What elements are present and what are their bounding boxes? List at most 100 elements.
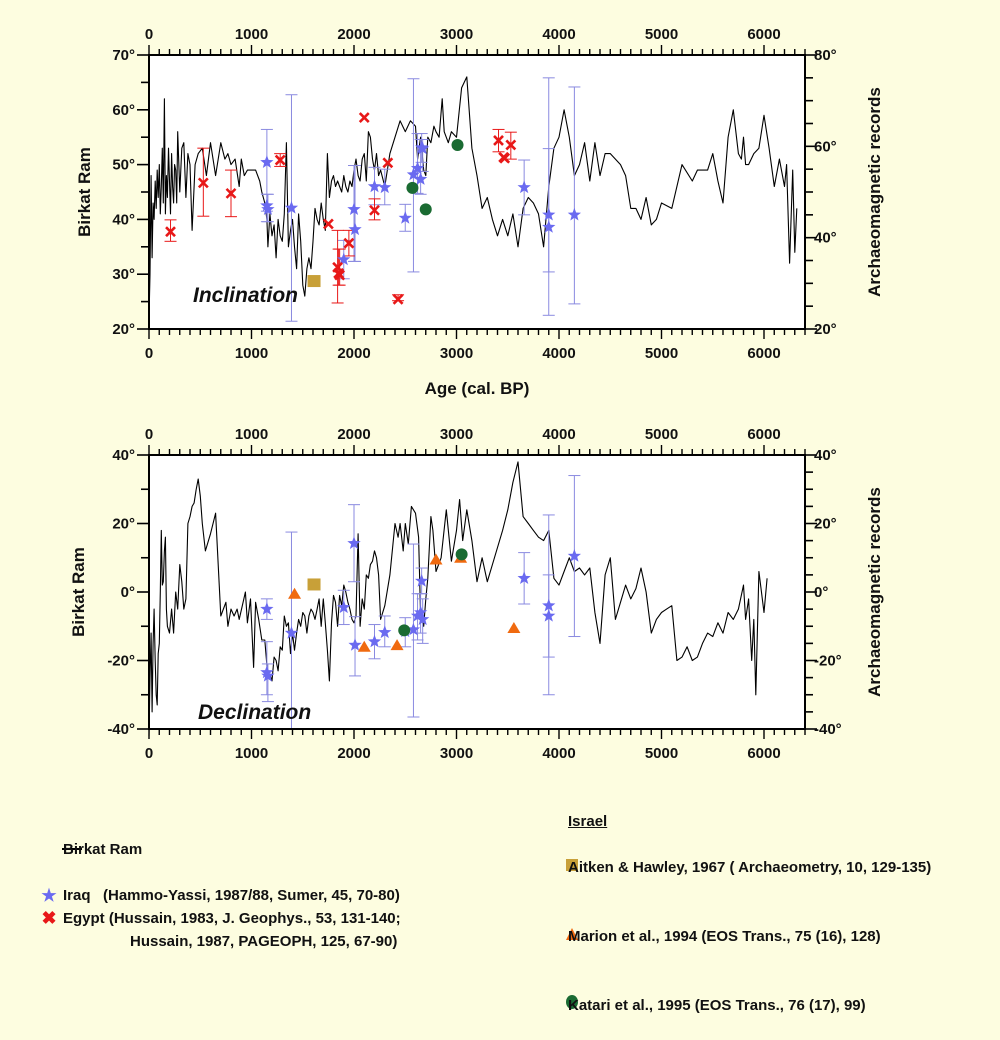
declination-axes: 0 0 1000 1000 2000 2000 3000 3000 4000 4000 5000 50…: [107, 426, 841, 762]
iraq-point: [337, 600, 351, 614]
x-tick-label-top: 0: [145, 426, 153, 443]
egypt-point: [334, 269, 346, 281]
x-tick-label-bottom: 5000: [645, 345, 678, 362]
y-right-tick-label: 40°: [814, 447, 837, 464]
x-tick-label-top: 4000: [542, 26, 575, 43]
paleomagnetic-chart: 0 0 1000 1000 2000 2000 3000 3000 4000 4000 5000 50…: [69, 26, 884, 762]
egypt-point: [505, 139, 517, 151]
x-tick-label-bottom: 6000: [747, 745, 780, 762]
x-tick-label-bottom: 0: [145, 745, 153, 762]
legend-item-birkat-ram: Birkat Ram: [35, 815, 401, 884]
iraq-point: [337, 252, 351, 266]
marion-point: [390, 639, 404, 651]
iraq-point: [414, 172, 428, 185]
iraq-point: [406, 622, 421, 636]
declination-panel: 0 0 1000 1000 2000 2000 3000 3000 4000 4000 5000 50…: [69, 426, 884, 762]
egypt-point: [493, 134, 504, 146]
y-left-tick-label: 30°: [112, 266, 135, 283]
iraq-point: [260, 155, 274, 168]
x-tick-label-bottom: 3000: [440, 345, 473, 362]
legend-heading-israel: Israel: [540, 810, 931, 833]
star-icon: ★: [41, 886, 57, 905]
egypt-point: [225, 187, 237, 199]
y-right-tick-label: 80°: [814, 47, 837, 64]
legend-label: Egypt (Hussain, 1983, J. Geophys., 53, 1…: [63, 910, 401, 927]
legend-item-marion: Marion et al., 1994 (EOS Trans., 75 (16)…: [540, 902, 931, 971]
x-axis-title: Age (cal. BP): [425, 379, 530, 398]
katari-point: [419, 203, 432, 216]
declination-markers: [260, 536, 581, 682]
birkat-ram-line: [148, 461, 768, 736]
katari-point: [451, 138, 464, 151]
inclination-panel-label: Inclination: [193, 284, 298, 307]
egypt-point: [369, 204, 380, 216]
y-left-tick-label: 20°: [112, 321, 135, 338]
iraq-point: [406, 167, 421, 181]
iraq-point: [261, 202, 275, 215]
iraq-point: [284, 201, 299, 214]
x-tick-label-bottom: 4000: [542, 345, 575, 362]
x-tick-label-top: 1000: [235, 426, 268, 443]
x-tick-label-top: 6000: [747, 26, 780, 43]
declination-y-right-title: Archaeomagnetic records: [865, 487, 884, 697]
circle-icon: [540, 971, 579, 1040]
x-tick-label-bottom: 1000: [235, 745, 268, 762]
legend-item-egypt-cont: Hussain, 1987, PAGEOPH, 125, 67-90): [35, 930, 401, 953]
iraq-point: [260, 602, 274, 615]
triangle-icon: [540, 902, 579, 971]
egypt-point: [343, 237, 355, 249]
iraq-point: [367, 179, 382, 193]
x-tick-label-top: 3000: [440, 426, 473, 443]
square-icon: [540, 833, 579, 902]
egypt-point: [382, 157, 394, 169]
iraq-point: [517, 571, 531, 584]
egypt-point: [274, 154, 286, 166]
iraq-error-bar: [568, 86, 581, 305]
y-left-tick-label: 0°: [121, 584, 135, 601]
iraq-point: [415, 574, 429, 587]
declination-y-left-title: Birkat Ram: [69, 547, 88, 637]
x-tick-label-top: 5000: [645, 26, 678, 43]
x-tick-label-bottom: 2000: [337, 745, 370, 762]
iraq-point: [284, 626, 299, 639]
y-right-tick-label: 40°: [814, 230, 837, 247]
declination-error-bars: [260, 475, 581, 730]
y-left-tick-label: -20°: [107, 653, 135, 670]
x-tick-label-bottom: 4000: [542, 745, 575, 762]
iraq-point: [398, 211, 412, 224]
iraq-point: [416, 141, 430, 155]
y-left-tick-label: 40°: [112, 211, 135, 228]
x-tick-label-top: 6000: [747, 426, 780, 443]
inclination-y-left-title: Birkat Ram: [75, 147, 94, 237]
x-tick-label-top: 1000: [235, 26, 268, 43]
iraq-point: [542, 220, 556, 233]
katari-point: [406, 181, 419, 194]
iraq-point: [567, 207, 581, 221]
inclination-axes: 0 0 1000 1000 2000 2000 3000 3000 4000 4000 5000 50…: [112, 26, 836, 362]
egypt-point: [499, 152, 511, 164]
legend-item-iraq: ★ Iraq (Hammo-Yassi, 1987/88, Sumer, 45,…: [35, 884, 401, 907]
marion-point: [357, 640, 371, 652]
legend-label: Hussain, 1987, PAGEOPH, 125, 67-90): [130, 933, 398, 950]
y-left-tick-label: 20°: [112, 516, 135, 533]
x-tick-label-bottom: 2000: [337, 345, 370, 362]
inclination-plot-area: [149, 55, 805, 329]
x-tick-label-bottom: 5000: [645, 745, 678, 762]
legend-label: Iraq (Hammo-Yassi, 1987/88, Sumer, 45, 7…: [63, 887, 400, 904]
iraq-point: [542, 598, 556, 612]
x-tick-label-top: 2000: [337, 426, 370, 443]
x-tick-label-bottom: 0: [145, 345, 153, 362]
iraq-point: [378, 625, 392, 639]
legend-heading: Israel: [568, 813, 608, 830]
egypt-point: [322, 218, 334, 230]
declination-birkat-ram-line: [148, 461, 768, 736]
iraq-point: [261, 668, 275, 682]
iraq-point: [348, 638, 362, 651]
marion-point: [507, 621, 521, 633]
y-right-tick-label: -20°: [814, 653, 842, 670]
y-right-tick-label: 20°: [814, 516, 837, 533]
katari-point: [455, 548, 468, 561]
iraq-point: [416, 612, 430, 626]
iraq-point: [347, 536, 361, 549]
y-right-tick-label: 60°: [814, 138, 837, 155]
